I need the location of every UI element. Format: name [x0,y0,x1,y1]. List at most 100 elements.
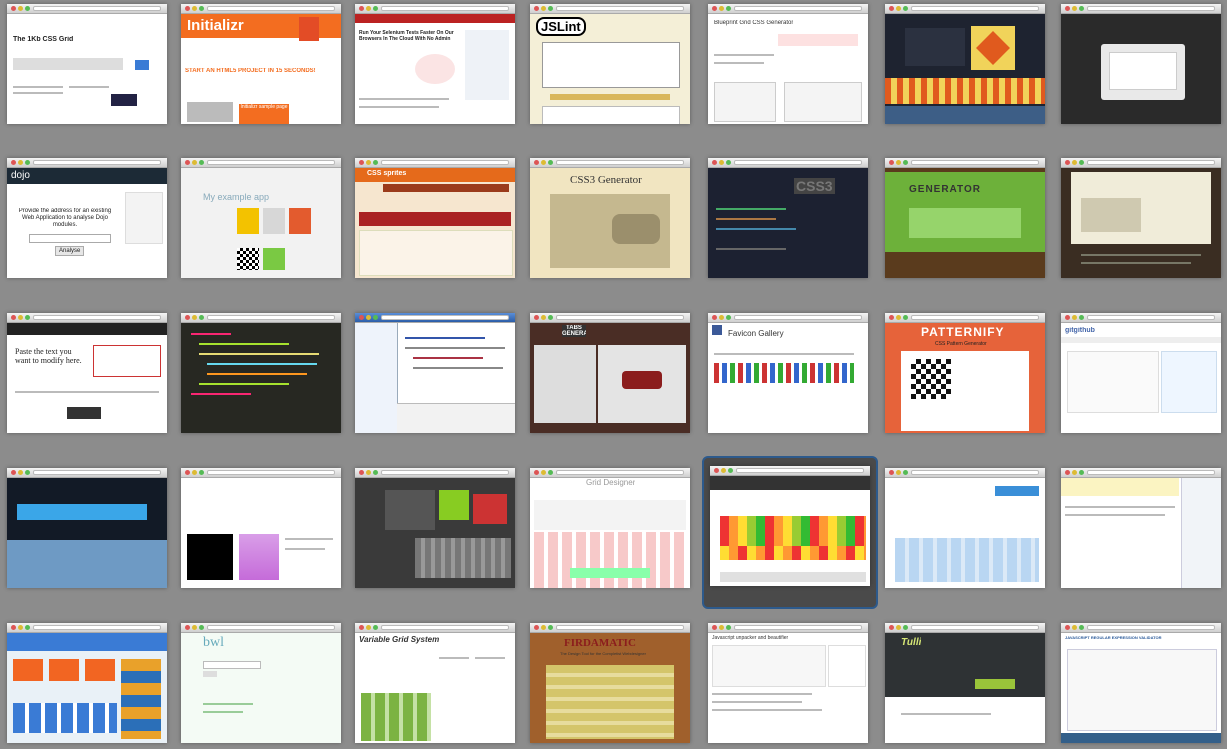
thumbnail-ui-kit[interactable] [355,468,515,588]
thumbnail-initializr[interactable]: Initializr START AN HTML5 PROJECT IN 15 … [181,4,341,124]
browser-chrome [181,158,341,168]
browser-chrome [530,4,690,14]
tile-title: Grid Designer [586,478,636,487]
browser-chrome [355,468,515,478]
thumbnail-tabs-generator[interactable]: TABS GENERATOR [530,313,690,433]
grid-bar [13,58,123,70]
code-input [542,42,680,88]
thumbnail-tulli[interactable]: Tulli [885,623,1045,743]
tile-subtitle: START AN HTML5 PROJECT IN 15 SECONDS! [185,68,316,74]
thumbnail-favicon-gallery[interactable]: Favicon Gallery [708,313,868,433]
browser-chrome [885,623,1045,633]
thumbnail-example-app[interactable]: My example app [181,158,341,278]
thumbnail-ide-window[interactable] [355,313,515,433]
tile-title: The 1Kb CSS Grid [13,36,74,43]
thumbnail-variable-grid[interactable]: Variable Grid System [355,623,515,743]
browser-chrome [7,623,167,633]
tile-title: CSS3 Generator [570,174,642,186]
browser-chrome [530,313,690,323]
thumbnail-js-beautifier[interactable]: Javascript unpacker and beautifier [708,623,868,743]
thumbnail-firdamatic[interactable]: FIRDAMATIC The Design Tool for the Compl… [530,623,690,743]
browser-chrome [181,468,341,478]
thumbnail-regex-validator[interactable]: JAVASCRIPT REGULAR EXPRESSION VALIDATOR [1061,623,1221,743]
browser-chrome [708,623,868,633]
thumbnail-gradient-tool[interactable] [181,468,341,588]
qr-code [237,248,259,270]
browser-chrome [181,4,341,14]
browser-chrome [710,466,870,476]
tile-title: PATTERNIFY [921,325,1005,339]
thumbnail-css3-generator[interactable]: CSS3 Generator [530,158,690,278]
thumbnail-dojo-analyser[interactable]: dojo Provide the address for an existing… [7,158,167,278]
browser-chrome [530,623,690,633]
browser-chrome [708,4,868,14]
tile-title: TABS GENERATOR [562,325,586,337]
browser-chrome [885,313,1045,323]
tile-button: Initializr sample page [239,104,289,124]
pixel-pattern [911,359,951,399]
thumbnail-css-cheatsheet[interactable] [1061,158,1221,278]
browser-chrome [1061,623,1221,633]
browser-chrome [7,468,167,478]
thumbnail-patternify[interactable]: PATTERNIFY CSS Pattern Generator [885,313,1045,433]
thumbnail-url-tool[interactable]: bwl [181,623,341,743]
thumbnail-triangle-generator[interactable] [885,4,1045,124]
html5-logo [299,17,319,41]
browser-chrome [355,4,515,14]
browser-chrome [355,623,515,633]
tile-title: Blueprint Grid CSS Generator [714,20,794,26]
tile-title: JSLint [536,17,586,36]
tile-title: Tulli [901,637,922,648]
browser-chrome [181,623,341,633]
browser-chrome [355,158,515,168]
browser-chrome [355,313,515,323]
dojo-logo: dojo [11,170,30,181]
tile-title: Paste the text you want to modify here. [15,347,82,365]
thumbnail-grid-designer[interactable]: Grid Designer [530,468,690,588]
tile-title: CSS3 [794,178,835,194]
site-logo: bwl [203,635,224,650]
analyse-button: Analyse [55,246,85,256]
thumbnail-gitgithub[interactable]: gitgithub [1061,313,1221,433]
tile-title: My example app [203,192,270,202]
thumbnail-css-generator-green[interactable]: GENERATOR [885,158,1045,278]
browser-chrome [181,313,341,323]
thumbnail-jslint[interactable]: JSLint [530,4,690,124]
thumbnail-blueprint-grid[interactable]: Blueprint Grid CSS Generator [708,4,868,124]
browser-chrome [885,158,1045,168]
thumbnail-1kb-css-grid[interactable]: The 1Kb CSS Grid [7,4,167,124]
thumbnail-blue-grid[interactable] [885,468,1045,588]
grid-button [135,60,149,70]
tile-title: gitgithub [1065,327,1095,334]
thumbnail-dark-app[interactable] [1061,4,1221,124]
tile-title: GENERATOR [909,184,981,195]
browser-chrome [7,313,167,323]
thumbnail-icon-store[interactable] [7,623,167,743]
thumbnail-color-palette-selected[interactable] [710,466,870,586]
tile-title: JAVASCRIPT REGULAR EXPRESSION VALIDATOR [1065,635,1162,640]
browser-chrome [885,468,1045,478]
tile-title: Favicon Gallery [728,329,784,338]
thumbnail-css-sprites[interactable]: CSS sprites [355,158,515,278]
thumbnail-dark-blue-app[interactable] [7,468,167,588]
browser-chrome [708,313,868,323]
browser-chrome [1061,158,1221,168]
browser-chrome [530,158,690,168]
tile-title: Initializr [187,17,244,34]
browser-chrome [708,158,868,168]
browser-chrome [7,158,167,168]
browser-chrome [1061,4,1221,14]
browser-chrome [530,468,690,478]
tile-subtitle: CSS Pattern Generator [935,341,987,347]
tile-title: Variable Grid System [359,635,440,644]
browser-chrome [885,4,1045,14]
tile-title: CSS sprites [367,170,407,177]
tile-title: Run Your Selenium Tests Faster On Our Br… [359,30,454,42]
tile-subtitle: The Design Tool for the Completist Webde… [560,651,646,656]
tile-title: Provide the address for an existing Web … [18,208,112,228]
thumbnail-case-converter[interactable]: Paste the text you want to modify here. [7,313,167,433]
thumbnail-code-editor-dark[interactable] [181,313,341,433]
thumbnail-regex-tool[interactable] [1061,468,1221,588]
thumbnail-css3-please[interactable]: CSS3 [708,158,868,278]
thumbnail-sauce-labs[interactable]: Run Your Selenium Tests Faster On Our Br… [355,4,515,124]
